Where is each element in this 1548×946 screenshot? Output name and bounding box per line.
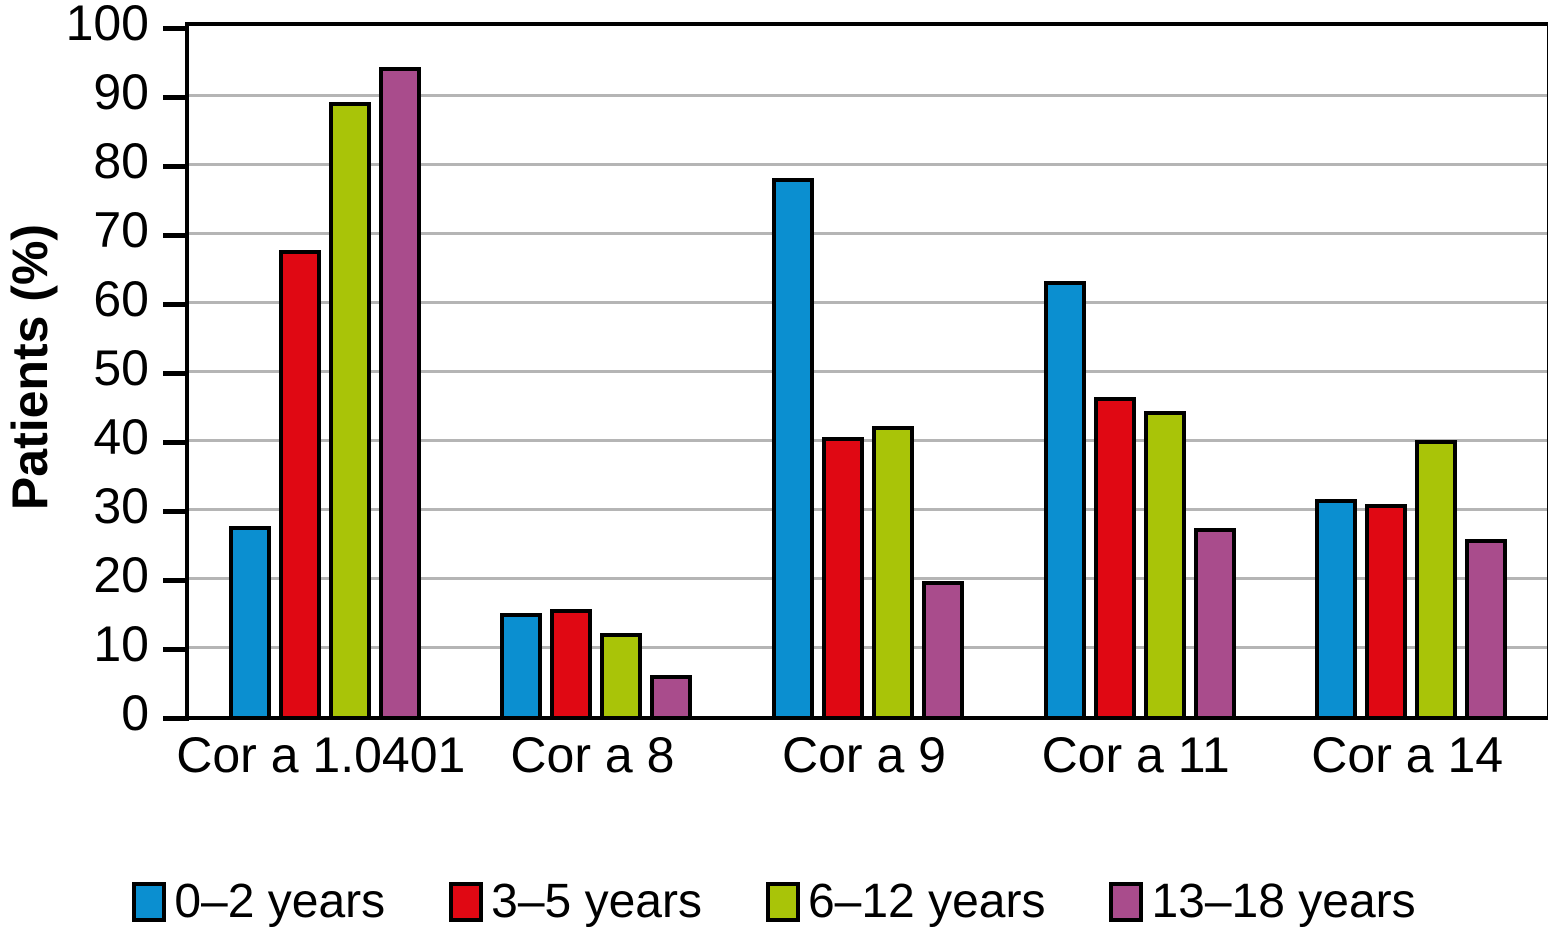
y-axis-tick xyxy=(163,577,189,583)
y-axis-tick-label: 30 xyxy=(93,478,149,534)
gridline xyxy=(189,369,1547,373)
gridline xyxy=(189,231,1547,235)
x-axis-category-label: Cor a 9 xyxy=(782,727,946,783)
legend-item: 6–12 years xyxy=(765,875,1046,928)
bar xyxy=(872,426,914,716)
bar xyxy=(822,436,864,716)
bar xyxy=(550,609,593,716)
gridline xyxy=(189,576,1547,580)
legend-label: 0–2 years xyxy=(174,875,386,928)
gridline xyxy=(189,162,1547,166)
y-axis-tick xyxy=(163,94,189,100)
bar xyxy=(278,250,321,716)
bar xyxy=(1465,539,1508,716)
legend-swatch xyxy=(132,882,167,922)
bar xyxy=(650,674,693,716)
y-axis-tick xyxy=(163,439,189,445)
bar xyxy=(500,612,543,716)
bar xyxy=(1193,527,1236,716)
gridline xyxy=(189,300,1547,304)
bar xyxy=(1143,411,1186,716)
y-axis-tick xyxy=(163,301,189,307)
bar xyxy=(378,67,421,716)
legend-item: 13–18 years xyxy=(1109,875,1416,928)
gridline xyxy=(189,507,1547,511)
y-axis-tick-label: 100 xyxy=(65,0,149,51)
bar xyxy=(772,177,814,716)
x-axis-category-label: Cor a 14 xyxy=(1311,727,1504,783)
legend-swatch xyxy=(765,882,800,922)
y-axis-tick-label: 20 xyxy=(93,547,149,603)
bar xyxy=(1415,440,1458,716)
y-axis-tick-label: 10 xyxy=(93,616,149,672)
legend-swatch xyxy=(1109,882,1144,922)
legend-label: 13–18 years xyxy=(1151,875,1416,928)
bar xyxy=(600,633,643,716)
bar xyxy=(328,101,371,716)
gridline xyxy=(189,438,1547,442)
plot-area xyxy=(163,22,1548,721)
y-axis-tick xyxy=(163,715,189,721)
y-axis-tick xyxy=(163,163,189,169)
legend-item: 3–5 years xyxy=(449,876,702,928)
y-axis-tick xyxy=(163,646,189,652)
x-axis-category-label: Cor a 11 xyxy=(1041,727,1230,783)
y-axis-tick xyxy=(163,25,189,31)
bar xyxy=(1093,396,1136,716)
legend-swatch xyxy=(449,882,484,922)
bar xyxy=(228,526,271,716)
bar xyxy=(1365,504,1408,716)
y-axis-tick-label: 70 xyxy=(93,202,149,258)
y-axis-tick-label: 60 xyxy=(93,271,149,327)
legend: 0–2 years 3–5 years 6–12 years 13–18 years xyxy=(0,876,1548,928)
legend-label: 3–5 years xyxy=(491,875,702,928)
legend-item: 0–2 years xyxy=(132,876,385,928)
y-axis-tick-label: 50 xyxy=(93,340,149,396)
y-axis-tick xyxy=(163,508,189,514)
y-axis-tick-label: 90 xyxy=(93,64,149,120)
gridline xyxy=(189,645,1547,649)
y-axis-tick xyxy=(163,232,189,238)
y-axis-tick xyxy=(163,370,189,376)
y-axis-tick-label: 0 xyxy=(121,685,149,741)
y-axis-tick-label: 40 xyxy=(93,409,149,465)
bar xyxy=(1315,498,1358,716)
bar xyxy=(922,581,964,716)
bar xyxy=(1043,281,1086,716)
y-axis-tick-label: 80 xyxy=(93,133,149,189)
x-axis-category-label: Cor a 1.0401 xyxy=(176,727,466,783)
gridline xyxy=(189,93,1547,97)
legend-label: 6–12 years xyxy=(807,875,1046,928)
x-axis-category-label: Cor a 8 xyxy=(510,727,675,783)
